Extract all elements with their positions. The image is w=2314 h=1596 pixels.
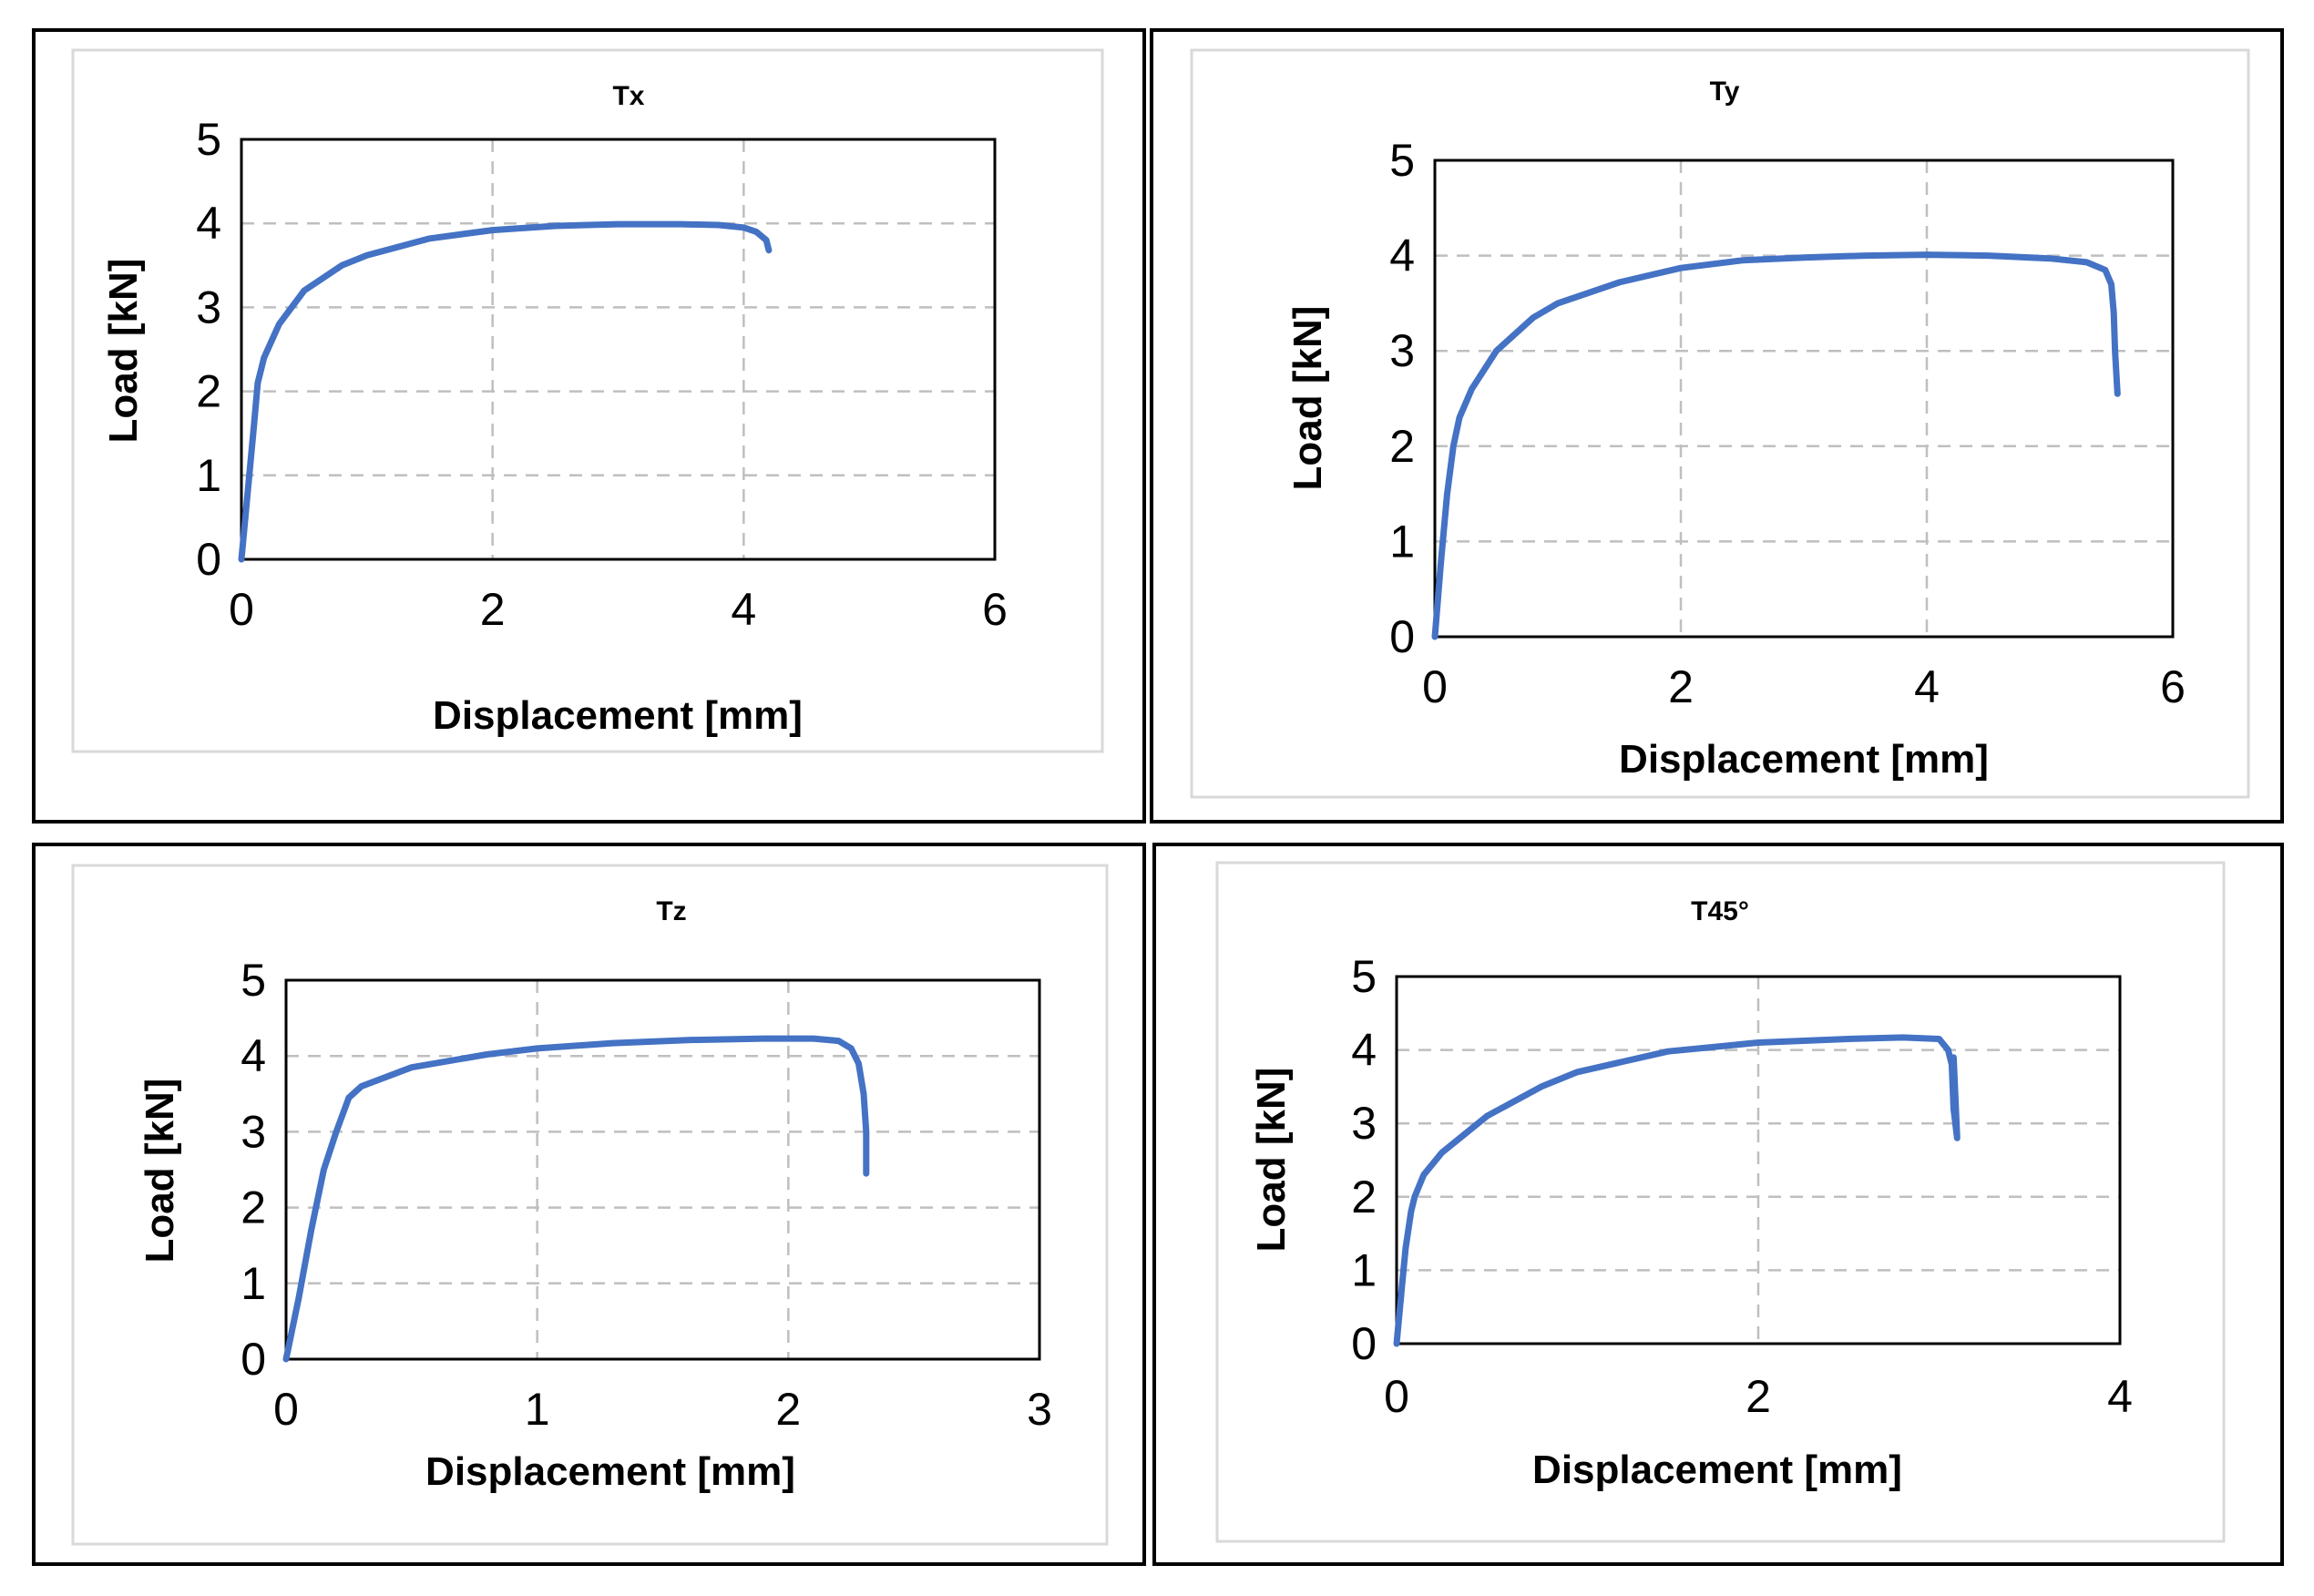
chart-area — [71, 48, 1104, 753]
chart-title: Ty — [1710, 77, 1740, 107]
y-tick-labels: 0 1 2 3 4 5 — [1389, 135, 1415, 662]
plot-area — [1395, 975, 2122, 1345]
x-tick-labels: 0 2 4 6 — [229, 584, 1008, 635]
y-tick-label: 3 — [241, 1106, 266, 1157]
y-tick-label: 3 — [1351, 1098, 1377, 1149]
y-tick-label: 4 — [241, 1030, 266, 1081]
y-tick-label: 1 — [241, 1258, 266, 1309]
y-tick-label: 5 — [241, 955, 266, 1006]
plot-area — [240, 138, 997, 561]
x-tick-label: 2 — [775, 1384, 801, 1435]
x-tick-label: 6 — [2160, 661, 2186, 712]
x-tick-label: 2 — [480, 584, 506, 635]
series-line-tx — [238, 220, 773, 563]
y-tick-label: 0 — [241, 1334, 266, 1385]
y-tick-label: 0 — [1389, 611, 1415, 662]
x-tick-labels: 0 1 2 3 — [273, 1384, 1052, 1435]
y-tick-labels: 0 1 2 3 4 5 — [1351, 951, 1377, 1369]
x-tick-label: 4 — [2107, 1371, 2133, 1422]
plot-area — [284, 978, 1041, 1361]
y-tick-label: 4 — [196, 198, 221, 249]
y-tick-label: 0 — [1351, 1318, 1377, 1369]
panel-frame — [1150, 28, 2284, 824]
x-tick-label: 4 — [731, 584, 756, 635]
y-axis-label: Load [kN] — [1249, 1068, 1294, 1253]
panel-frame — [32, 28, 1146, 824]
plot-area — [1433, 159, 2175, 639]
y-tick-labels: 0 1 2 3 4 5 — [241, 955, 266, 1385]
grid — [1435, 160, 2173, 637]
x-tick-label: 0 — [1422, 661, 1448, 712]
y-tick-label: 1 — [1351, 1244, 1377, 1295]
y-axis-label: Load [kN] — [138, 1079, 182, 1264]
panel-tz: Tz 0 1 2 3 4 5 0 1 2 3 Displacement [mm] Load [k… — [32, 843, 1146, 1566]
x-tick-label: 2 — [1668, 661, 1694, 712]
chart-title: Tz — [656, 896, 686, 926]
x-tick-label: 1 — [525, 1384, 550, 1435]
x-tick-label: 3 — [1027, 1384, 1052, 1435]
series-line-ty — [1431, 251, 2121, 640]
x-tick-label: 6 — [982, 584, 1008, 635]
y-tick-label: 4 — [1351, 1025, 1377, 1076]
y-tick-label: 5 — [1389, 135, 1415, 186]
y-tick-label: 1 — [1389, 516, 1415, 567]
chart-area — [1215, 861, 2226, 1543]
x-tick-labels: 0 2 4 — [1384, 1371, 2133, 1422]
y-tick-label: 1 — [196, 450, 221, 501]
y-tick-label: 5 — [1351, 951, 1377, 1002]
y-tick-label: 5 — [196, 114, 221, 165]
x-axis-label: Displacement [mm] — [1532, 1448, 1902, 1492]
panel-ty: Ty 0 1 2 3 4 5 0 2 4 6 Displacement [mm] Load [k… — [1150, 28, 2284, 824]
grid — [1397, 977, 2120, 1344]
y-tick-label: 2 — [1389, 421, 1415, 472]
y-tick-label: 2 — [196, 366, 221, 417]
chart-title: Tx — [612, 81, 644, 111]
x-axis-label: Displacement [mm] — [433, 693, 803, 738]
y-tick-label: 2 — [1351, 1171, 1377, 1223]
y-axis-label: Load [kN] — [1285, 306, 1330, 491]
y-tick-label: 2 — [241, 1182, 266, 1233]
y-tick-label: 4 — [1389, 230, 1415, 281]
grid — [286, 980, 1039, 1359]
chart-area — [1190, 48, 2250, 799]
x-tick-labels: 0 2 4 6 — [1422, 661, 2186, 712]
panel-t45: T45° 0 1 2 3 4 5 0 2 4 Displacement [mm] Load [… — [1152, 843, 2284, 1566]
y-axis-label: Load [kN] — [101, 259, 146, 444]
panel-tx: Tx 0 1 2 3 4 5 0 2 4 6 Displacement [mm] Load [k… — [32, 28, 1146, 824]
panel-frame — [32, 843, 1146, 1566]
series-line-tz — [282, 1035, 870, 1363]
y-tick-label: 3 — [196, 281, 221, 332]
x-axis-label: Displacement [mm] — [425, 1449, 795, 1494]
y-tick-label: 0 — [196, 534, 221, 585]
panel-frame — [1152, 843, 2284, 1566]
x-tick-label: 0 — [229, 584, 254, 635]
x-tick-label: 2 — [1746, 1371, 1771, 1422]
x-tick-label: 4 — [1914, 661, 1940, 712]
grid — [241, 139, 995, 559]
y-tick-labels: 0 1 2 3 4 5 — [196, 114, 221, 585]
series-line-t45 — [1393, 1034, 1961, 1347]
chart-title: T45° — [1691, 896, 1749, 926]
chart-area — [71, 864, 1109, 1546]
x-axis-label: Displacement [mm] — [1619, 737, 1989, 782]
x-tick-label: 0 — [273, 1384, 299, 1435]
x-tick-label: 0 — [1384, 1371, 1409, 1422]
y-tick-label: 3 — [1389, 325, 1415, 376]
